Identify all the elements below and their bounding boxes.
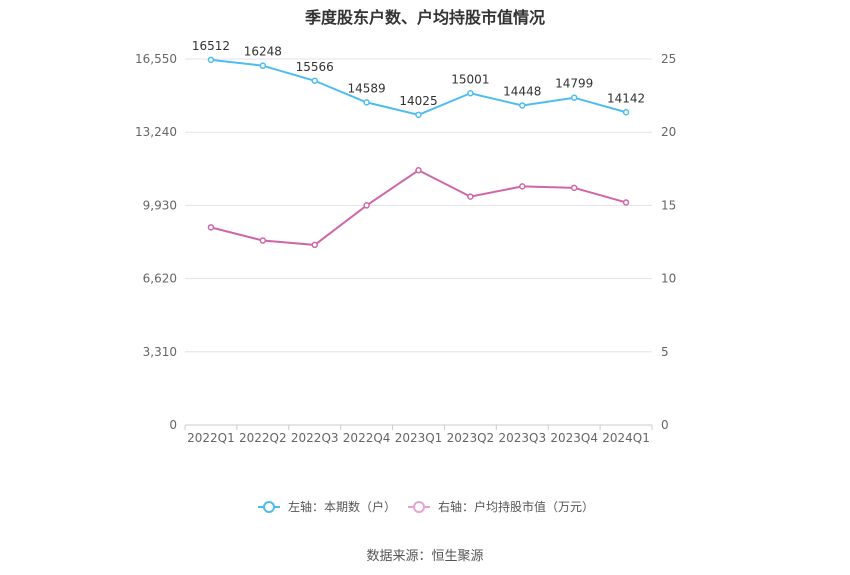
- right-axis-tick-label: 5: [661, 345, 669, 359]
- x-axis-tick-label: 2023Q2: [447, 431, 495, 445]
- right-axis-tick-label: 0: [661, 418, 669, 432]
- x-axis-tick-label: 2022Q3: [291, 431, 339, 445]
- right-axis-tick-label: 20: [661, 125, 676, 139]
- data-label: 16248: [244, 45, 282, 59]
- data-point[interactable]: [311, 241, 318, 249]
- data-point[interactable]: [467, 193, 474, 200]
- data-point[interactable]: [363, 99, 370, 106]
- legend-item[interactable]: 右轴：户均持股市值（万元）: [408, 499, 594, 514]
- left-axis-tick-label: 9,930: [143, 198, 177, 212]
- axes: 0 3,310 6,620 9,930 13,240 16,550 0 5 10 15 20 25 20…: [135, 52, 676, 445]
- right-axis-tick-label: 25: [661, 52, 676, 66]
- data-point[interactable]: [622, 199, 630, 206]
- data-label: 15566: [296, 60, 334, 74]
- x-axis-tick-label: 2022Q1: [187, 431, 235, 445]
- x-axis-tick-label: 2023Q3: [498, 431, 546, 445]
- right-axis-tick-label: 10: [661, 272, 676, 286]
- series-line-avg-holding-value: [210, 169, 627, 246]
- data-point[interactable]: [259, 237, 267, 244]
- x-axis-tick-label: 2023Q4: [550, 431, 598, 445]
- data-labels: 16512 16248 15566 14589 14025 15001 14448 14799…: [192, 39, 645, 108]
- legend: 左轴：本期数（户） 右轴：户均持股市值（万元）: [258, 499, 594, 514]
- left-axis-tick-label: 16,550: [135, 52, 177, 66]
- data-label: 14142: [607, 91, 645, 105]
- data-point[interactable]: [259, 62, 267, 69]
- data-point[interactable]: [570, 94, 578, 101]
- data-label: 16512: [192, 39, 230, 53]
- data-point[interactable]: [467, 90, 474, 97]
- data-point[interactable]: [415, 167, 422, 174]
- data-point[interactable]: [519, 183, 526, 190]
- data-point[interactable]: [570, 184, 578, 192]
- x-axis-tick-label: 2022Q2: [239, 431, 287, 445]
- data-point[interactable]: [207, 56, 215, 64]
- x-axis-tick-label: 2022Q4: [343, 431, 391, 445]
- data-point[interactable]: [311, 77, 318, 85]
- legend-marker-icon: [263, 501, 275, 513]
- data-label: 14589: [348, 81, 386, 95]
- legend-marker-icon: [413, 501, 425, 513]
- left-axis-tick-label: 0: [169, 418, 177, 432]
- legend-item[interactable]: 左轴：本期数（户）: [258, 499, 396, 514]
- left-axis-tick-label: 13,240: [135, 125, 177, 139]
- legend-label: 左轴：本期数（户）: [288, 499, 396, 514]
- x-axis-tick-label: 2023Q1: [395, 431, 443, 445]
- data-source: 数据来源：恒生聚源: [366, 549, 484, 564]
- chart-title: 季度股东户数、户均持股市值情况: [304, 8, 545, 27]
- data-point[interactable]: [363, 202, 370, 209]
- legend-label: 右轴：户均持股市值（万元）: [438, 499, 594, 514]
- grid-lines: [185, 58, 652, 426]
- right-axis-tick-label: 15: [661, 198, 676, 212]
- left-axis-tick-label: 3,310: [143, 345, 177, 359]
- left-axis-tick-label: 6,620: [143, 272, 177, 286]
- data-point[interactable]: [207, 224, 215, 231]
- series: [207, 56, 630, 249]
- data-label: 14025: [399, 94, 437, 108]
- data-point[interactable]: [622, 109, 630, 116]
- data-label: 15001: [451, 72, 489, 86]
- data-label: 14799: [555, 77, 593, 91]
- data-point[interactable]: [415, 111, 422, 119]
- data-label: 14448: [503, 84, 541, 98]
- data-point[interactable]: [519, 102, 526, 109]
- x-axis-tick-label: 2024Q1: [602, 431, 650, 445]
